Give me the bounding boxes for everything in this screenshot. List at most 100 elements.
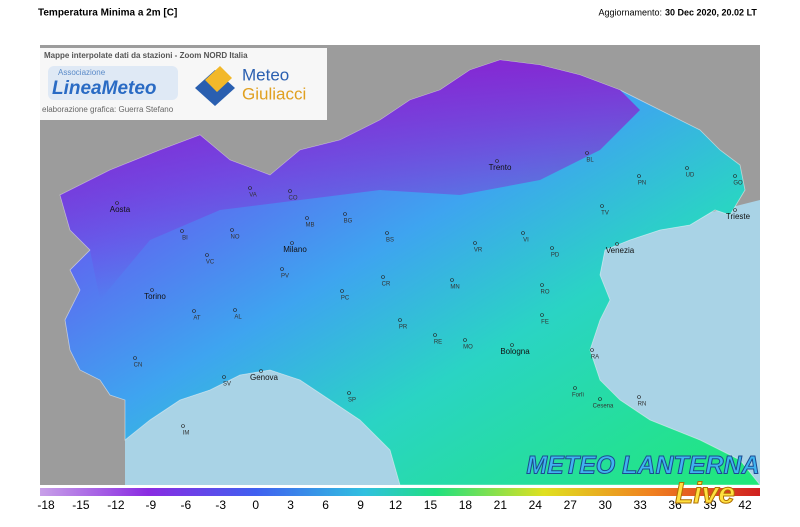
province-label: NO — [231, 235, 240, 241]
place-dot — [222, 375, 226, 379]
province-label: CO — [289, 196, 298, 202]
colorbar-tick-label: 21 — [494, 498, 508, 512]
province-label: TV — [601, 211, 609, 217]
place-dot — [540, 313, 544, 317]
place-dot — [733, 208, 737, 212]
place-dot — [510, 343, 514, 347]
province-label: CR — [382, 282, 391, 288]
place-dot — [733, 174, 737, 178]
place-dot — [615, 242, 619, 246]
place-dot — [288, 189, 292, 193]
city-label: Trieste — [726, 212, 751, 221]
place-dot — [433, 333, 437, 337]
logo-left-top: Associazione — [58, 68, 106, 77]
place-dot — [259, 369, 263, 373]
province-label: Cesena — [593, 404, 614, 410]
colorbar-tick-label: 27 — [564, 498, 578, 512]
province-label: SP — [348, 398, 356, 404]
colorbar-tick-label: -9 — [146, 498, 157, 512]
place-dot — [205, 253, 209, 257]
place-dot — [598, 397, 602, 401]
place-dot — [290, 241, 294, 245]
colorbar-tick-label: 36 — [668, 498, 682, 512]
province-label: RE — [434, 340, 442, 346]
sea-ligurian — [125, 370, 400, 485]
colorbar-tick-label: 12 — [389, 498, 403, 512]
city-label: Bologna — [500, 347, 530, 356]
city-label: Genova — [250, 373, 279, 382]
place-dot — [450, 278, 454, 282]
place-dot — [585, 151, 589, 155]
place-dot — [280, 267, 284, 271]
watermark-1: METEO LANTERNA — [526, 452, 759, 480]
place-dot — [385, 231, 389, 235]
place-dot — [685, 166, 689, 170]
place-dot — [637, 174, 641, 178]
logo-right-2: Giuliacci — [242, 84, 306, 103]
place-dot — [495, 159, 499, 163]
place-dot — [600, 204, 604, 208]
place-dot — [233, 308, 237, 312]
province-label: UD — [686, 173, 695, 179]
province-label: SV — [223, 382, 231, 388]
province-label: PV — [281, 274, 289, 280]
colorbar-tick-label: 6 — [322, 498, 329, 512]
map-subtitle: Mappe interpolate dati da stazioni - Zoo… — [44, 51, 248, 60]
province-label: AL — [234, 315, 242, 321]
colorbar-tick-label: 24 — [529, 498, 543, 512]
province-label: BL — [586, 158, 594, 164]
place-dot — [181, 424, 185, 428]
colorbar-tick-label: 9 — [357, 498, 364, 512]
place-dot — [381, 275, 385, 279]
province-label: Forlì — [572, 393, 584, 399]
city-label: Torino — [144, 292, 166, 301]
logo-right-1: Meteo — [242, 65, 289, 84]
province-label: VC — [206, 260, 215, 266]
colorbar-tick-label: 42 — [738, 498, 752, 512]
logo-left-name: LineaMeteo — [52, 78, 157, 99]
place-dot — [637, 395, 641, 399]
colorbar-tick-label: 18 — [459, 498, 473, 512]
place-dot — [347, 391, 351, 395]
province-label: VA — [249, 193, 257, 199]
province-label: GO — [733, 181, 743, 187]
place-dot — [248, 186, 252, 190]
province-label: PR — [399, 325, 408, 331]
colorbar-tick-label: -6 — [180, 498, 191, 512]
province-label: CN — [134, 363, 143, 369]
place-dot — [230, 228, 234, 232]
alpine-cold-band — [60, 60, 640, 300]
place-dot — [305, 216, 309, 220]
place-dot — [463, 338, 467, 342]
place-dot — [150, 288, 154, 292]
watermark-2: Live — [675, 477, 735, 510]
place-dot — [550, 246, 554, 250]
province-label: FE — [541, 320, 549, 326]
province-label: RA — [591, 355, 599, 361]
province-label: AT — [193, 316, 201, 322]
place-dot — [590, 348, 594, 352]
colorbar-tick-label: 0 — [252, 498, 259, 512]
colorbar-tick-label: 33 — [633, 498, 647, 512]
province-label: MO — [463, 345, 473, 351]
colorbar-tick-label: -3 — [215, 498, 226, 512]
province-label: PC — [341, 296, 350, 302]
province-label: BG — [344, 219, 353, 225]
province-label: PD — [551, 253, 560, 259]
city-label: Trento — [489, 163, 512, 172]
update-value: 30 Dec 2020, 20.02 LT — [665, 7, 757, 17]
title: Temperatura Minima a 2m [C] — [38, 8, 177, 19]
province-label: RN — [638, 402, 647, 408]
update-label: Aggiornamento: — [598, 7, 662, 17]
city-label: Aosta — [110, 205, 131, 214]
linea-logo — [48, 66, 178, 100]
colorbar-tick-label: 30 — [599, 498, 613, 512]
province-label: RO — [541, 290, 550, 296]
colorbar-tick-label: -18 — [37, 498, 55, 512]
province-label: VR — [474, 248, 483, 254]
place-dot — [573, 386, 577, 390]
place-dot — [343, 212, 347, 216]
colorbar-tick-label: 39 — [703, 498, 717, 512]
province-label: VI — [523, 238, 529, 244]
